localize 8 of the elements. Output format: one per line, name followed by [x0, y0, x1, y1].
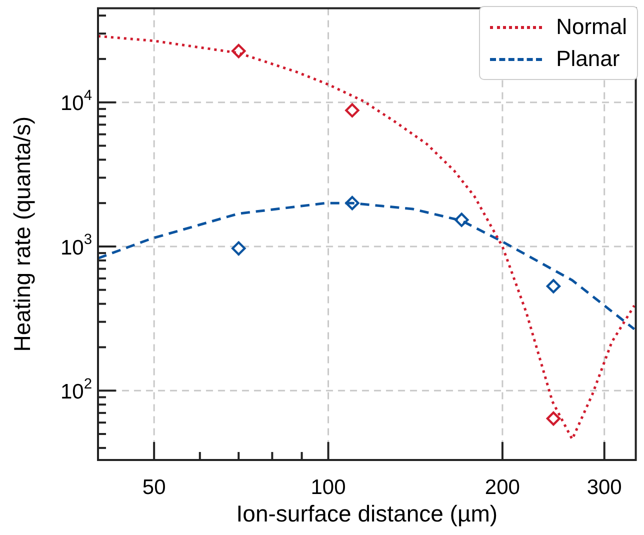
- y-axis-title: Heating rate (quanta/s): [9, 116, 36, 352]
- x-tick-label: 300: [586, 476, 622, 499]
- legend-label: Planar: [556, 46, 620, 72]
- x-tick-label: 200: [484, 476, 520, 499]
- x-tick-label: 50: [142, 476, 166, 499]
- x-tick-label: 100: [310, 476, 346, 499]
- legend-label: Normal: [556, 14, 627, 40]
- x-axis-title: Ion-surface distance (µm): [236, 500, 498, 527]
